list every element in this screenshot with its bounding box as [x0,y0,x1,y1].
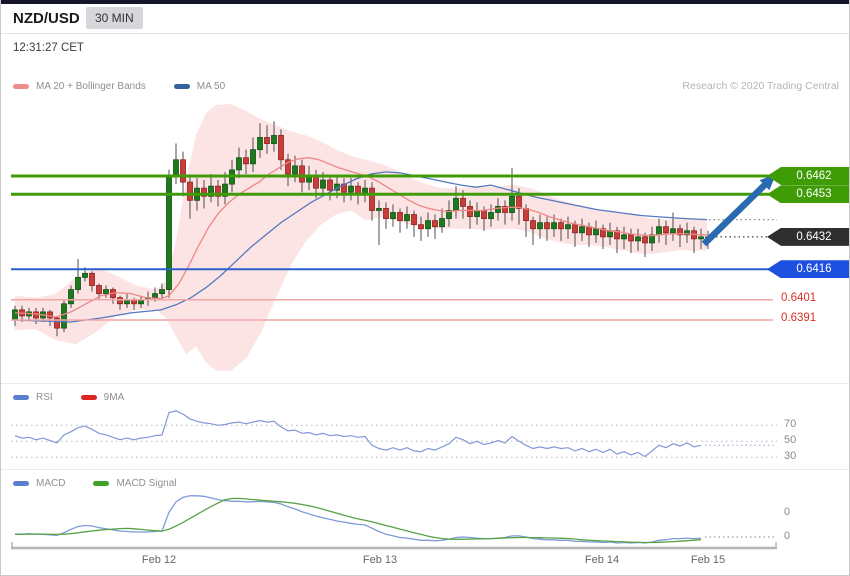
pivot-level-tag: 0.6416 [767,260,849,279]
clock-label: 12:31:27 CET [13,42,84,54]
instrument-title: NZD/USD [13,10,80,27]
rsi-axis-label: 70 [784,418,797,431]
rsi-line [14,410,702,458]
main-legend: MA 20 + Bollinger Bands MA 50 [13,81,247,92]
legend-label: RSI [36,392,53,403]
resistance-level-tag: 0.6462 [767,167,849,185]
support-level-label: 0.6391 [781,312,817,324]
rsi-axis-label: 30 [784,450,797,463]
legend-label: MA 20 + Bollinger Bands [36,81,146,92]
nine-ma-swatch-icon [80,395,97,400]
legend-label: MA 50 [196,81,226,92]
bollinger-band-area [15,104,707,371]
x-axis-tick-label: Feb 14 [584,554,620,566]
legend-item-ma20-bollinger: MA 20 + Bollinger Bands [13,81,146,92]
legend-item-9ma: 9MA [80,392,125,403]
legend-item-macd-signal: MACD Signal [93,478,176,489]
macd-signal-swatch-icon [93,481,110,486]
legend-item-rsi: RSI [13,392,53,403]
macd-signal-line [15,497,702,544]
last-price-tag: 0.6432 [767,227,849,246]
moving-averages-layer [14,157,708,323]
macd-axis-label: 0 [784,506,791,518]
macd-axis-label: 0 [784,530,791,542]
legend-label: MACD Signal [116,478,177,489]
x-axis-tick-label: Feb 15 [690,554,726,566]
resistance-level-tag: 0.6453 [767,185,849,204]
rsi-axis-label: 50 [784,434,797,447]
panel-divider [1,383,849,384]
ma20-bollinger-swatch-icon [13,84,29,89]
ma20-line [14,157,707,318]
top-accent-bar [1,0,849,4]
chart-header: NZD/USD 30 MIN [1,4,849,34]
legend-item-macd: MACD [13,478,65,489]
support-level-label: 0.6401 [781,291,817,304]
rsi-legend: RSI 9MA [13,392,146,403]
price-levels-layer [11,174,849,321]
legend-label: 9MA [103,392,125,403]
timeframe-badge[interactable]: 30 MIN [86,7,143,29]
ma50-line [14,171,708,323]
x-axis-layer [11,542,777,550]
macd-legend: MACD MACD Signal [13,478,198,489]
x-axis-tick-label: Feb 12 [141,554,177,566]
rsi-panel-layer [11,410,777,458]
legend-item-ma50: MA 50 [173,81,226,92]
macd-panel-layer [15,495,777,544]
panel-divider [1,469,849,470]
macd-swatch-icon [13,481,29,486]
research-watermark: Research © 2020 Trading Central [682,80,839,92]
macd-line [15,495,702,544]
rsi-swatch-icon [13,395,29,400]
ma50-swatch-icon [173,84,190,89]
bullish-forecast-arrow [701,174,776,247]
candles-layer [12,121,711,337]
legend-label: MACD [36,478,66,489]
x-axis-tick-label: Feb 13 [362,554,398,566]
